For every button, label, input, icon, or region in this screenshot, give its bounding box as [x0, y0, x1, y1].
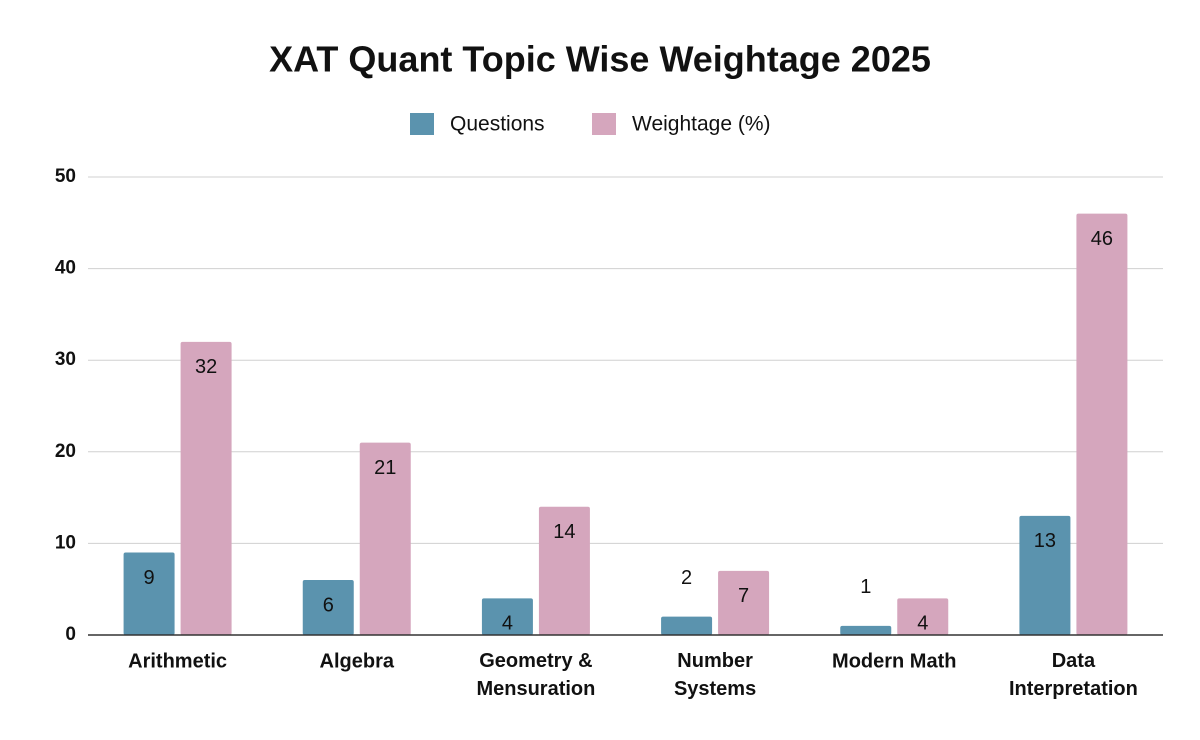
x-tick-label: Number Systems	[674, 650, 756, 700]
value-label: 21	[374, 457, 396, 479]
value-label: 9	[144, 567, 155, 589]
value-label: 46	[1091, 228, 1113, 250]
bar	[897, 598, 949, 635]
y-tick-label: 10	[55, 532, 76, 553]
value-label: 14	[553, 521, 575, 543]
bar	[359, 442, 411, 635]
value-label: 13	[1034, 530, 1056, 552]
bar	[1076, 213, 1128, 635]
bar	[481, 598, 533, 635]
value-label: 4	[917, 613, 928, 635]
x-tick-label: Algebra	[320, 650, 395, 672]
legend-label: Questions	[450, 113, 545, 136]
legend-swatch	[410, 113, 434, 135]
legend-label: Weightage (%)	[632, 113, 771, 136]
bar	[840, 625, 892, 635]
y-tick-label: 0	[65, 624, 76, 645]
x-tick-label: Modern Math	[832, 650, 956, 672]
x-tick-label: Arithmetic	[128, 650, 227, 672]
bar	[1019, 515, 1071, 635]
bar	[123, 552, 175, 635]
y-tick-label: 50	[55, 166, 76, 187]
y-tick-label: 30	[55, 349, 76, 370]
value-label: 1	[860, 576, 871, 598]
bar	[538, 506, 590, 635]
chart-title: XAT Quant Topic Wise Weightage 2025	[269, 39, 931, 80]
x-tick-label: Geometry & Mensuration	[476, 650, 595, 700]
y-tick-label: 40	[55, 258, 76, 279]
value-label: 6	[323, 594, 334, 616]
value-label: 2	[681, 567, 692, 589]
y-tick-label: 20	[55, 441, 76, 462]
x-tick-label: Data Interpretation	[1009, 650, 1138, 700]
bar	[661, 616, 713, 635]
legend-swatch	[592, 113, 616, 135]
bar	[302, 580, 354, 635]
value-label: 7	[738, 585, 749, 607]
value-label: 32	[195, 356, 217, 378]
bar	[180, 341, 232, 635]
bar	[718, 570, 770, 635]
value-label: 4	[502, 613, 513, 635]
